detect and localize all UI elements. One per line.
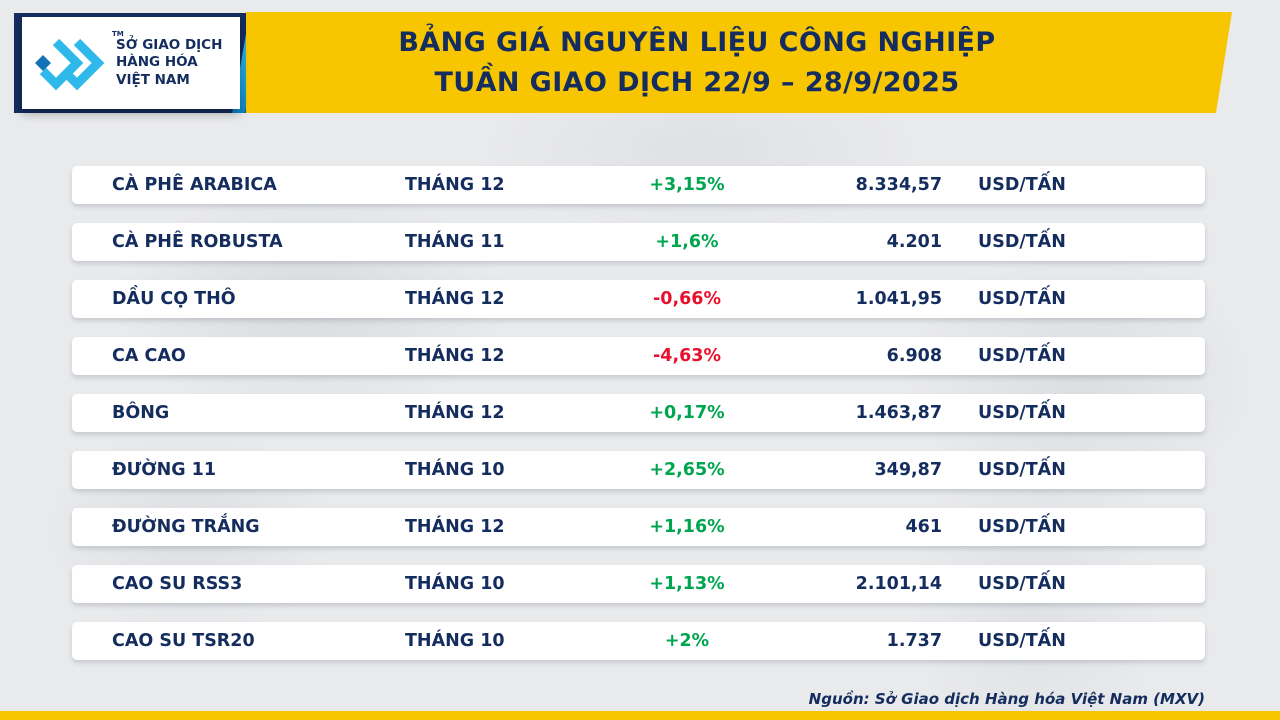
contract-month: THÁNG 10: [405, 460, 505, 480]
price-value: 8.334,57: [855, 175, 942, 195]
logo-text-line3: VIỆT NAM: [116, 71, 190, 88]
contract-month: THÁNG 12: [405, 289, 505, 309]
commodity-name: CAO SU RSS3: [112, 574, 243, 594]
contract-month: THÁNG 12: [405, 403, 505, 423]
table-row: CA CAO THÁNG 12 -4,63% 6.908 USD/TẤN: [72, 337, 1205, 375]
mxv-logo-text: SỞ GIAO DỊCH HÀNG HÓA VIỆT NAM: [116, 37, 222, 90]
board-title-line2: TUẦN GIAO DỊCH 22/9 – 28/9/2025: [434, 66, 960, 98]
table-row: CÀ PHÊ ROBUSTA THÁNG 11 +1,6% 4.201 USD/…: [72, 223, 1205, 261]
price-value: 1.737: [886, 631, 942, 651]
table-row: CAO SU TSR20 THÁNG 10 +2% 1.737 USD/TẤN: [72, 622, 1205, 660]
table-row: CAO SU RSS3 THÁNG 10 +1,13% 2.101,14 USD…: [72, 565, 1205, 603]
mxv-diamonds-icon: [35, 38, 105, 91]
commodity-name: CÀ PHÊ ROBUSTA: [112, 232, 283, 252]
logo-text-line2: HÀNG HÓA: [116, 54, 198, 71]
unit-label: USD/TẤN: [978, 175, 1066, 195]
change-value: +1,6%: [655, 232, 719, 252]
unit-label: USD/TẤN: [978, 346, 1066, 366]
commodity-name: DẦU CỌ THÔ: [112, 289, 236, 309]
unit-label: USD/TẤN: [978, 289, 1066, 309]
unit-label: USD/TẤN: [978, 631, 1066, 651]
unit-label: USD/TẤN: [978, 403, 1066, 423]
contract-month: THÁNG 10: [405, 574, 505, 594]
price-value: 6.908: [886, 346, 942, 366]
contract-month: THÁNG 11: [405, 232, 505, 252]
header-banner: BẢNG GIÁ NGUYÊN LIỆU CÔNG NGHIỆP TUẦN GI…: [246, 12, 1232, 113]
price-value: 461: [905, 517, 942, 537]
contract-month: THÁNG 12: [405, 517, 505, 537]
contract-month: THÁNG 10: [405, 631, 505, 651]
contract-month: THÁNG 12: [405, 175, 505, 195]
change-value: +0,17%: [649, 403, 725, 423]
price-value: 4.201: [886, 232, 942, 252]
commodity-name: ĐƯỜNG TRẮNG: [112, 517, 260, 537]
commodity-name: CÀ PHÊ ARABICA: [112, 175, 277, 195]
price-table: CÀ PHÊ ARABICA THÁNG 12 +3,15% 8.334,57 …: [72, 166, 1205, 679]
price-value: 1.463,87: [855, 403, 942, 423]
price-value: 1.041,95: [855, 289, 942, 309]
logo-text-line1: SỞ GIAO DỊCH: [116, 36, 223, 53]
change-value: -4,63%: [653, 346, 721, 366]
change-value: +1,16%: [649, 517, 725, 537]
board-title-line1: BẢNG GIÁ NGUYÊN LIỆU CÔNG NGHIỆP: [398, 26, 996, 58]
price-value: 2.101,14: [855, 574, 942, 594]
table-row: ĐƯỜNG TRẮNG THÁNG 12 +1,16% 461 USD/TẤN: [72, 508, 1205, 546]
unit-label: USD/TẤN: [978, 232, 1066, 252]
contract-month: THÁNG 12: [405, 346, 505, 366]
commodity-name: CA CAO: [112, 346, 186, 366]
change-value: +2,65%: [649, 460, 725, 480]
commodity-name: ĐƯỜNG 11: [112, 460, 217, 480]
price-value: 349,87: [874, 460, 942, 480]
table-row: ĐƯỜNG 11 THÁNG 10 +2,65% 349,87 USD/TẤN: [72, 451, 1205, 489]
table-row: BÔNG THÁNG 12 +0,17% 1.463,87 USD/TẤN: [72, 394, 1205, 432]
source-note: Nguồn: Sở Giao dịch Hàng hóa Việt Nam (M…: [808, 690, 1205, 708]
unit-label: USD/TẤN: [978, 517, 1066, 537]
change-value: +1,13%: [649, 574, 725, 594]
change-value: +3,15%: [649, 175, 725, 195]
mxv-logo: TM SỞ GIAO DỊCH HÀNG HÓA VIỆT NAM: [22, 17, 240, 109]
commodity-name: BÔNG: [112, 403, 170, 423]
unit-label: USD/TẤN: [978, 460, 1066, 480]
change-value: -0,66%: [653, 289, 721, 309]
change-value: +2%: [664, 631, 710, 651]
bottom-accent-bar: [0, 711, 1280, 720]
commodity-name: CAO SU TSR20: [112, 631, 255, 651]
unit-label: USD/TẤN: [978, 574, 1066, 594]
table-row: DẦU CỌ THÔ THÁNG 12 -0,66% 1.041,95 USD/…: [72, 280, 1205, 318]
trademark-label: TM: [112, 30, 124, 38]
table-row: CÀ PHÊ ARABICA THÁNG 12 +3,15% 8.334,57 …: [72, 166, 1205, 204]
